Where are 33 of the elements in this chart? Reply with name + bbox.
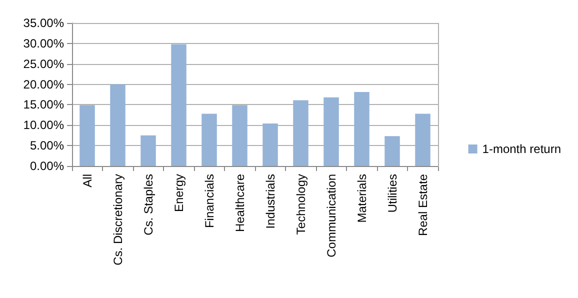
bar — [293, 100, 308, 166]
y-tick-label: 0.00% — [30, 159, 64, 173]
bar — [171, 44, 186, 166]
x-tick-label: Technology — [294, 174, 308, 235]
x-tick-label: Financials — [202, 174, 216, 228]
legend-label: 1-month return — [482, 142, 561, 156]
x-tick-label: Cs. Staples — [141, 174, 156, 236]
x-tick-label: Real Estate — [416, 174, 430, 236]
bar — [324, 97, 339, 166]
x-tick-label: Energy — [172, 174, 186, 212]
y-tick-label: 25.00% — [23, 56, 64, 71]
y-tick-label: 10.00% — [23, 118, 64, 132]
bar — [262, 124, 278, 166]
bar — [140, 135, 156, 166]
x-tick-label: Materials — [354, 174, 369, 223]
x-tick-label: All — [80, 174, 94, 188]
bar — [202, 114, 217, 166]
y-tick-label: 30.00% — [23, 36, 64, 50]
bar — [354, 92, 370, 166]
x-tick-label: Cs. Discretionary — [110, 174, 125, 266]
y-tick-label: 35.00% — [23, 16, 64, 30]
x-tick-label: Healthcare — [232, 174, 247, 232]
bar — [110, 84, 126, 166]
y-tick-label: 20.00% — [23, 77, 64, 92]
x-tick-label: Communication — [324, 174, 338, 258]
bar — [384, 136, 400, 166]
y-tick-label: 15.00% — [23, 98, 64, 112]
y-tick-label: 5.00% — [30, 138, 64, 153]
bar — [80, 105, 95, 166]
x-tick-label: Industrials — [263, 174, 278, 229]
bar — [415, 114, 430, 166]
bar — [232, 105, 248, 166]
x-tick-label: Utilities — [385, 174, 400, 213]
